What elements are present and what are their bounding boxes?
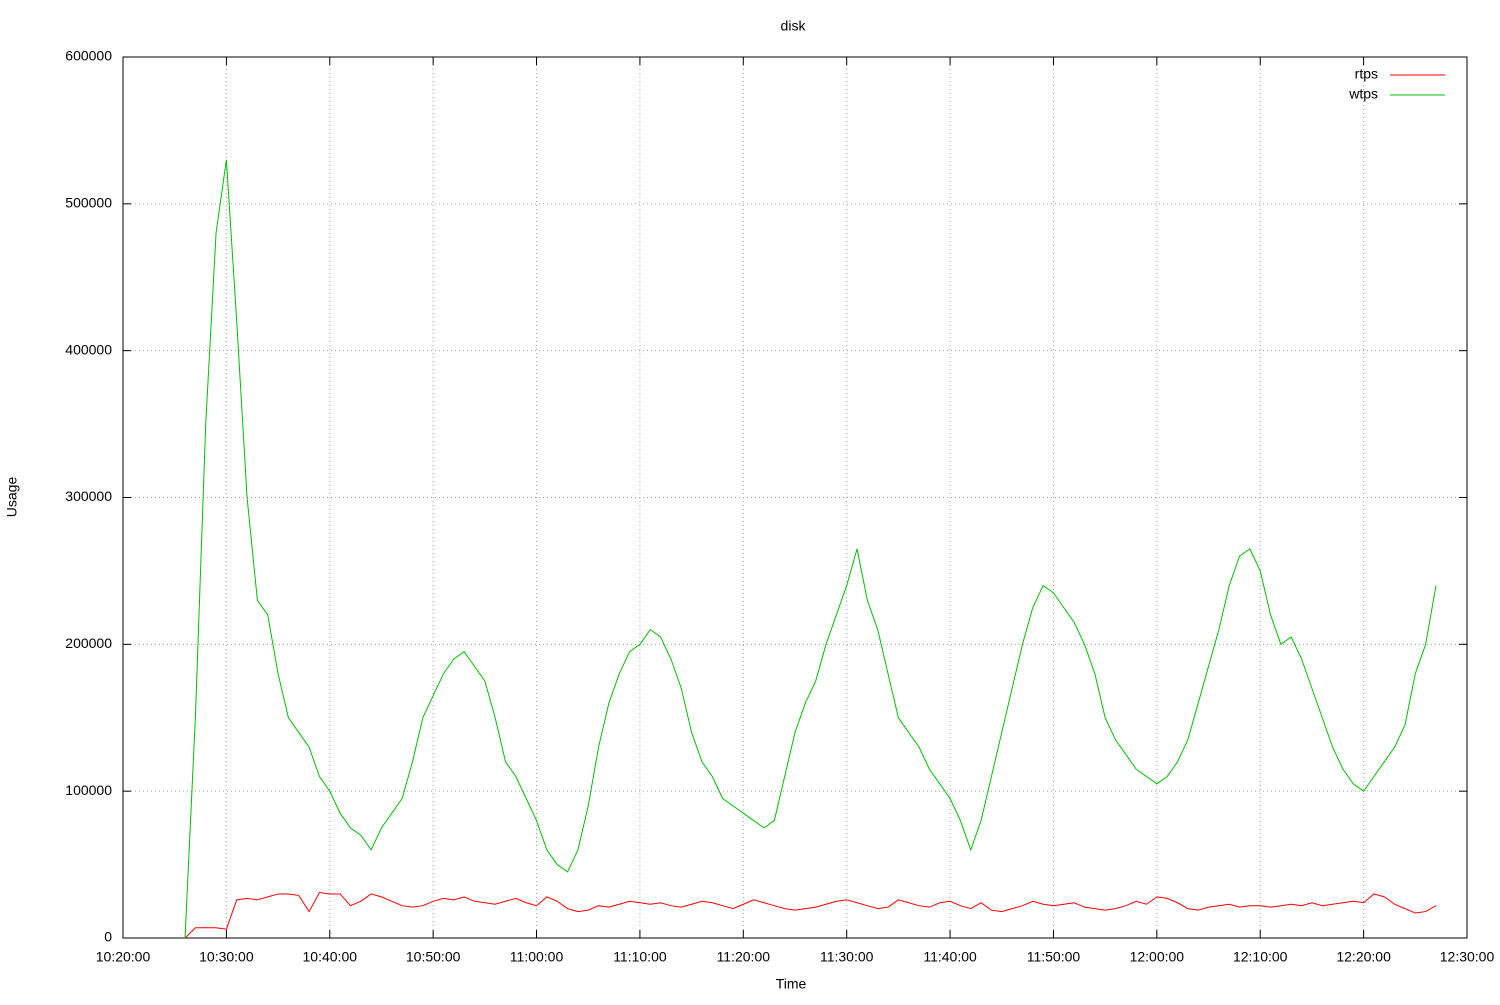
x-tick-label: 11:40:00: [923, 949, 977, 965]
x-tick-label: 12:30:00: [1440, 949, 1495, 965]
y-tick-label: 400000: [65, 341, 112, 357]
plot-frame: [122, 56, 1468, 939]
series-line: [184, 159, 1437, 939]
x-tick-label: 11:20:00: [717, 949, 771, 965]
x-tick-label: 10:30:00: [199, 949, 254, 965]
x-tick-label: 12:20:00: [1336, 949, 1391, 965]
y-axis-label: Usage: [4, 477, 20, 518]
y-tick-label: 0: [104, 929, 112, 945]
x-tick-label: 12:10:00: [1233, 949, 1288, 965]
legend-label: wtps: [1348, 86, 1378, 102]
chart-title: disk: [781, 18, 807, 34]
y-tick-label: 600000: [65, 48, 112, 64]
x-tick-label: 10:40:00: [303, 949, 358, 965]
legend-label: rtps: [1355, 66, 1378, 82]
x-tick-label: 10:50:00: [406, 949, 461, 965]
y-tick-label: 300000: [65, 488, 112, 504]
x-tick-label: 11:30:00: [820, 949, 874, 965]
x-tick-label: 11:10:00: [613, 949, 667, 965]
x-axis-label: Time: [776, 976, 807, 992]
x-tick-label: 12:00:00: [1130, 949, 1185, 965]
y-tick-label: 100000: [65, 782, 112, 798]
y-tick-label: 500000: [65, 195, 112, 211]
x-tick-label: 10:20:00: [96, 949, 151, 965]
series-line: [184, 891, 1437, 939]
x-tick-label: 11:50:00: [1027, 949, 1081, 965]
y-tick-label: 200000: [65, 635, 112, 651]
x-tick-label: 11:00:00: [510, 949, 564, 965]
